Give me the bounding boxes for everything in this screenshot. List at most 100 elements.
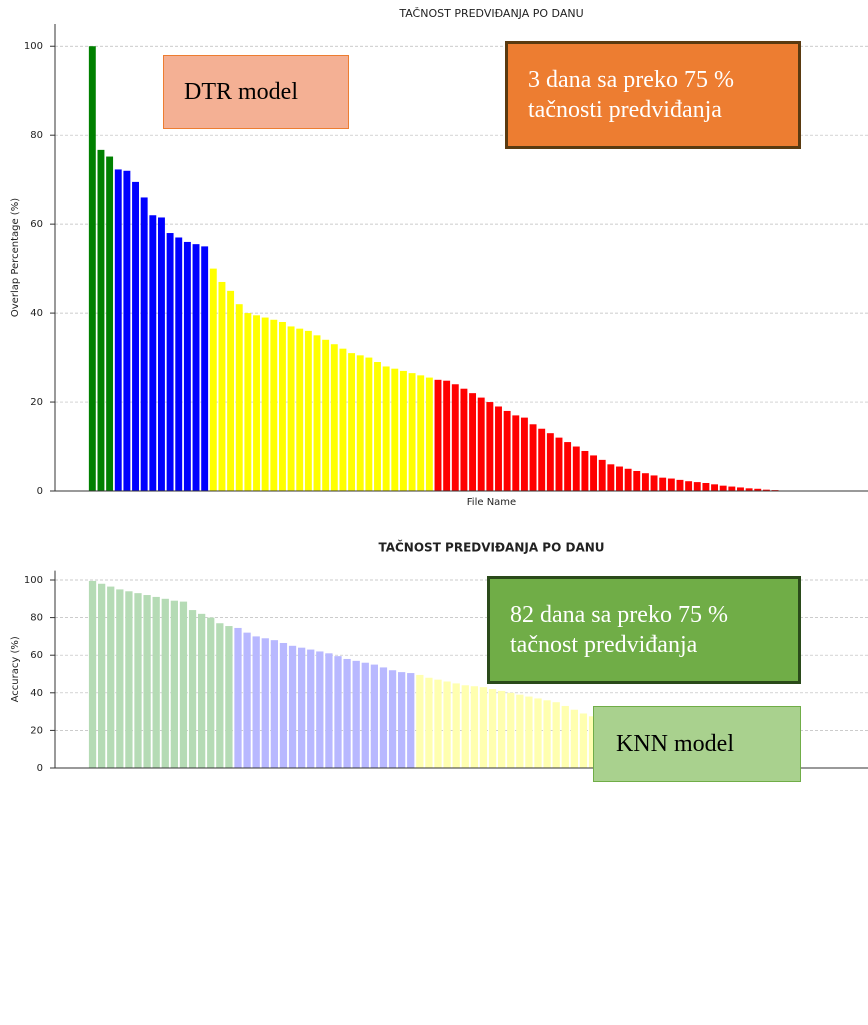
- bar: [555, 437, 563, 491]
- bar: [288, 645, 297, 768]
- y-tick-label: 100: [24, 41, 43, 52]
- y-tick-label: 20: [30, 397, 43, 408]
- bar: [298, 647, 306, 768]
- bar: [434, 379, 442, 491]
- bar: [158, 217, 165, 491]
- bar: [296, 328, 304, 491]
- bar: [279, 642, 288, 768]
- bar: [564, 442, 572, 491]
- bar: [278, 321, 286, 491]
- bar: [719, 485, 727, 491]
- bar: [711, 484, 718, 491]
- bar: [382, 366, 390, 491]
- bar: [469, 393, 477, 491]
- bar: [161, 598, 169, 768]
- bar: [572, 446, 580, 491]
- bar: [417, 375, 425, 491]
- bar: [334, 656, 342, 768]
- bar: [234, 627, 242, 768]
- bar: [737, 487, 744, 491]
- chart-title: TAČNOST PREDVIĐANJA PO DANU: [378, 540, 604, 555]
- bar: [624, 468, 632, 491]
- bar: [588, 716, 597, 768]
- bar: [443, 681, 451, 768]
- bar: [460, 388, 468, 491]
- bar: [166, 233, 174, 492]
- bar: [659, 477, 667, 491]
- bar: [244, 313, 252, 491]
- bar: [391, 368, 399, 491]
- bar: [685, 481, 693, 491]
- bar: [754, 488, 762, 491]
- bar: [225, 626, 233, 768]
- bar: [114, 169, 122, 492]
- bar: [452, 683, 460, 768]
- annotation: 3 dana sa preko 75 % tačnosti predviđanj…: [505, 41, 801, 149]
- bar: [192, 244, 200, 491]
- bar: [218, 281, 226, 491]
- bar: [322, 339, 330, 491]
- bar: [561, 705, 569, 768]
- bar: [379, 667, 388, 768]
- bar: [106, 156, 114, 491]
- bar: [434, 679, 442, 768]
- bar: [88, 46, 96, 491]
- bar: [313, 335, 321, 491]
- bar: [676, 479, 684, 491]
- bar: [287, 326, 295, 491]
- bar: [520, 417, 528, 491]
- bar: [525, 696, 533, 768]
- bar: [149, 215, 157, 491]
- bar: [365, 357, 373, 491]
- bar: [762, 489, 770, 491]
- bar: [152, 596, 160, 768]
- bar: [470, 686, 478, 768]
- bar: [209, 268, 217, 491]
- y-tick-label: 40: [30, 308, 43, 319]
- chart-title: TAČNOST PREDVIĐANJA PO DANU: [398, 7, 583, 20]
- bar: [235, 304, 243, 491]
- bar: [132, 181, 139, 491]
- bar: [361, 662, 369, 768]
- bar: [461, 685, 469, 768]
- bar: [261, 317, 269, 491]
- bar: [534, 698, 542, 768]
- y-tick-label: 100: [24, 575, 43, 586]
- bar: [348, 353, 356, 491]
- bar: [304, 330, 312, 491]
- bar: [307, 649, 315, 768]
- bar: [125, 591, 133, 768]
- bar: [175, 237, 183, 491]
- bar: [252, 636, 260, 768]
- bar: [590, 455, 598, 491]
- bar: [188, 610, 197, 768]
- bar: [581, 450, 589, 491]
- bar: [552, 702, 560, 768]
- bar: [270, 319, 278, 491]
- bar: [116, 589, 124, 768]
- annotation: KNN model: [593, 706, 801, 782]
- y-tick-label: 0: [37, 486, 43, 497]
- bar: [253, 315, 260, 491]
- bar: [398, 672, 406, 768]
- bar: [399, 370, 407, 491]
- bar: [370, 664, 378, 768]
- bar: [570, 709, 578, 768]
- bar: [425, 377, 433, 491]
- bar: [607, 464, 615, 491]
- bar: [745, 488, 753, 491]
- bar: [516, 694, 524, 768]
- bar: [216, 623, 224, 768]
- bar: [374, 362, 381, 491]
- bar: [107, 586, 115, 768]
- bar: [316, 651, 324, 768]
- bar: [140, 197, 148, 491]
- bar: [339, 348, 347, 491]
- bar: [650, 475, 658, 491]
- x-axis-label: File Name: [467, 497, 516, 508]
- y-tick-label: 60: [30, 650, 43, 661]
- bar: [98, 583, 106, 768]
- bar: [123, 170, 131, 491]
